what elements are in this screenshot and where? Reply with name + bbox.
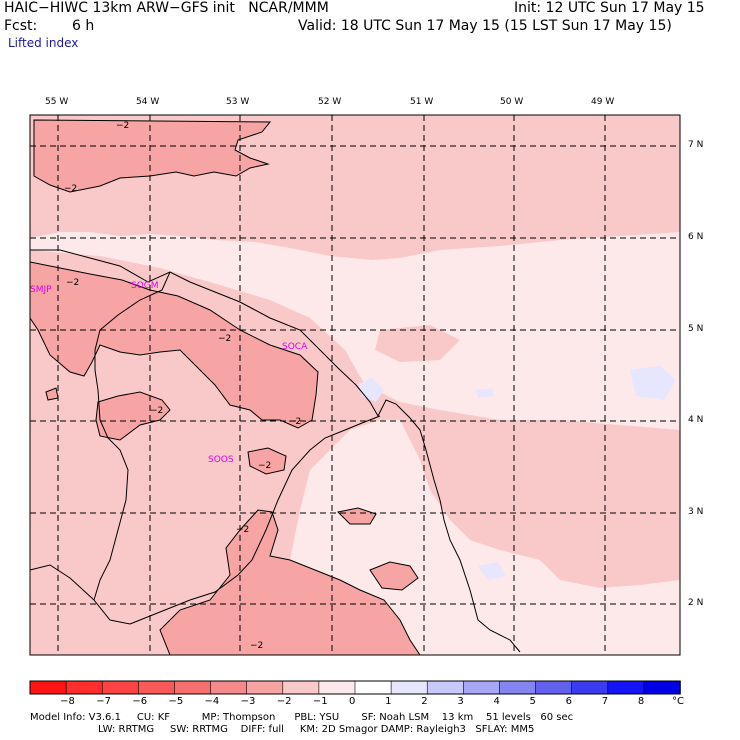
contour-label: −2 xyxy=(116,121,129,131)
colorbar-unit: °C xyxy=(672,696,684,707)
field-blue-spot-3 xyxy=(476,388,494,398)
contour-label: −2 xyxy=(288,417,301,427)
model-info-line-1: Model Info: V3.6.1 CU: KF MP: Thompson P… xyxy=(30,712,574,723)
model-title: HAIC−HIWC 13km ARW−GFS init NCAR/MMM xyxy=(4,0,329,16)
station-sogm: SOGM xyxy=(131,281,159,291)
colorbar-tick-label: 5 xyxy=(529,696,536,707)
colorbar-tick-label: −7 xyxy=(96,696,111,707)
field-minus2-blob-2 xyxy=(247,447,287,475)
lat-tick-label: 6 N xyxy=(688,232,704,242)
colorbar-tick-label: 1 xyxy=(385,696,392,707)
colorbar-tick-label: −6 xyxy=(132,696,148,707)
field-coast-pink xyxy=(375,325,460,362)
lat-tick-label: 2 N xyxy=(688,598,704,608)
lat-tick-label: 4 N xyxy=(688,415,704,425)
colorbar-tick-label: 7 xyxy=(601,696,609,707)
lat-tick-label: 7 N xyxy=(688,140,704,150)
colorbar-swatch xyxy=(174,680,212,695)
lon-tick-label: 53 W xyxy=(226,97,250,107)
colorbar-tick-label: 8 xyxy=(637,696,645,707)
colorbar-swatch xyxy=(101,680,140,695)
field-minus2-blob-3 xyxy=(369,561,419,591)
lon-tick-label: 50 W xyxy=(500,97,524,107)
field-blue-spot-4 xyxy=(478,562,506,580)
latlon-grid xyxy=(30,115,680,655)
init-time: Init: 12 UTC Sun 17 May 15 xyxy=(514,0,705,16)
contour-label: −2 xyxy=(258,461,271,471)
colorbar-tick-label: −3 xyxy=(240,696,256,707)
model-info-line-2: LW: RRTMG SW: RRTMG DIFF: full KM: 2D Sm… xyxy=(98,724,535,735)
colorbar-tick-label: 2 xyxy=(421,696,428,707)
colorbar-swatch xyxy=(499,680,537,695)
colorbar-tick-label: −4 xyxy=(204,696,220,707)
border-west-edge xyxy=(29,564,95,601)
colorbar-swatch xyxy=(535,680,573,695)
contour-label: −2 xyxy=(250,641,263,651)
field-north-notch xyxy=(420,248,520,262)
colorbar-swatch xyxy=(210,680,248,695)
colorbar-swatch xyxy=(390,680,429,695)
field-west-minus2 xyxy=(30,261,319,429)
colorbar-swatch xyxy=(318,680,356,695)
border-suriname-guyane xyxy=(93,271,171,625)
colorbar xyxy=(29,680,681,695)
colorbar-swatch xyxy=(29,680,67,695)
colorbar-tick-label: −1 xyxy=(312,696,328,707)
border-guyane-brazil xyxy=(129,415,381,625)
field-minus2-blob-1 xyxy=(95,391,171,441)
colorbar-swatch xyxy=(138,680,176,695)
contour-label: −2 xyxy=(66,278,79,288)
field-blue-spot-2 xyxy=(630,366,676,400)
colorbar-swatch xyxy=(571,680,609,695)
colorbar-tick-label: −8 xyxy=(60,696,75,707)
colorbar-swatch xyxy=(282,680,320,695)
contour-label: −2 xyxy=(150,406,163,416)
field-nw-minus2 xyxy=(33,119,272,193)
field-minus2-blob-4 xyxy=(336,507,377,525)
station-soca: SOCA xyxy=(282,342,308,352)
lon-tick-label: 54 W xyxy=(136,97,160,107)
forecast-hour: 6 h xyxy=(72,18,95,34)
colorbar-swatch xyxy=(607,680,645,695)
colorbar-tick-label: 6 xyxy=(565,696,573,707)
colorbar-frame xyxy=(29,680,681,695)
contour-label: −2 xyxy=(218,334,231,344)
colorbar-swatch xyxy=(65,680,104,695)
lat-tick-label: 3 N xyxy=(688,507,704,517)
colorbar-tick-label: −5 xyxy=(168,696,184,707)
station-smjp: SMJP xyxy=(30,285,52,295)
colorbar-swatch xyxy=(426,680,465,695)
valid-time: Valid: 18 UTC Sun 17 May 15 (15 LST Sun … xyxy=(298,18,672,34)
colorbar-tick-label: −2 xyxy=(276,696,292,707)
lon-tick-label: 51 W xyxy=(410,97,434,107)
colorbar-swatch xyxy=(643,680,681,695)
field-se-minus2 xyxy=(159,509,421,655)
forecast-label: Fcst: xyxy=(4,18,38,34)
colorbar-tick-label: 0 xyxy=(349,696,356,707)
colorbar-swatch xyxy=(246,680,284,695)
political-boundaries xyxy=(29,249,521,653)
contour-label: −2 xyxy=(236,525,249,535)
plot-frame xyxy=(29,114,681,656)
lat-tick-label: 5 N xyxy=(688,324,704,334)
lon-tick-label: 55 W xyxy=(45,97,69,107)
field-name: Lifted index xyxy=(8,36,79,50)
colorbar-swatch xyxy=(354,680,392,695)
colorbar-tick-label: 4 xyxy=(493,696,500,707)
colorbar-tick-label: 3 xyxy=(457,696,464,707)
contour-label: −2 xyxy=(64,184,77,194)
lon-tick-label: 49 W xyxy=(591,97,615,107)
colorbar-swatch xyxy=(463,680,501,695)
lon-tick-label: 52 W xyxy=(318,97,342,107)
station-soos: SOOS xyxy=(208,455,234,465)
